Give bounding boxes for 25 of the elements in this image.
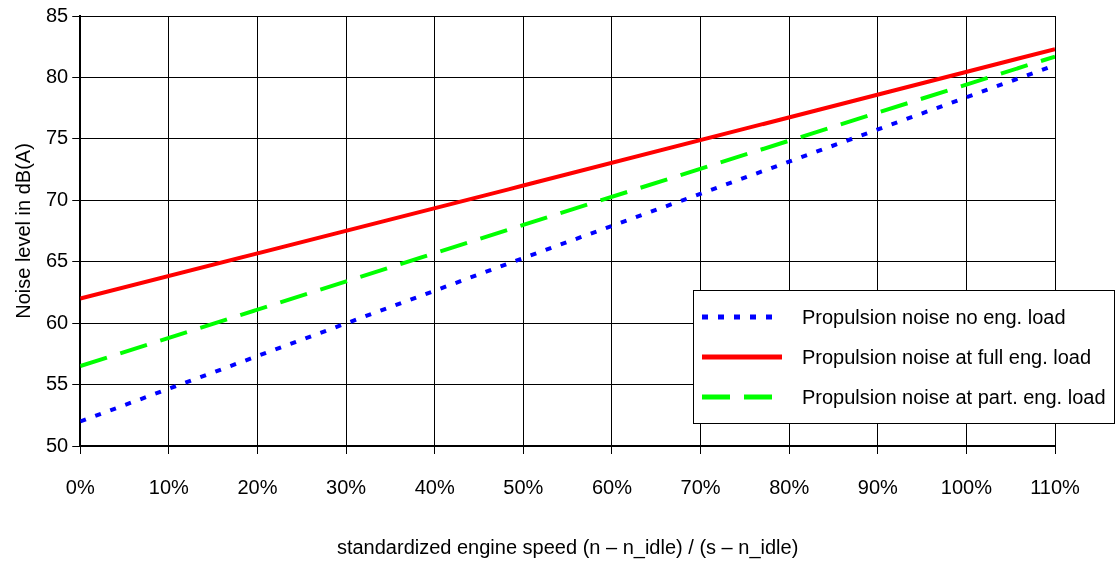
x-tick-label: 110% [1030, 475, 1081, 498]
x-tick-label: 50% [503, 475, 544, 498]
y-tick-label: 55 [46, 372, 69, 395]
y-tick-label: 50 [46, 433, 69, 456]
y-tick-label: 75 [46, 126, 69, 149]
x-tick-label: 40% [414, 475, 455, 498]
legend-label: Propulsion noise no eng. load [802, 305, 1066, 329]
x-tick-label: 0% [65, 475, 95, 498]
legend-label: Propulsion noise at part. eng. load [802, 385, 1106, 409]
x-tick-label: 90% [857, 475, 898, 498]
y-tick-label: 70 [46, 187, 69, 210]
x-tick-label: 30% [326, 475, 367, 498]
y-tick-label: 80 [46, 64, 69, 87]
x-tick-label: 80% [769, 475, 810, 498]
x-tick-label: 20% [237, 475, 278, 498]
y-axis-title: Noise level in dB(A) [11, 143, 34, 319]
legend-label: Propulsion noise at full eng. load [802, 345, 1092, 369]
y-tick-label: 85 [46, 3, 69, 26]
y-tick-label: 65 [46, 249, 69, 272]
x-tick-label: 70% [680, 475, 721, 498]
y-tick-label: 60 [46, 310, 69, 333]
x-tick-label: 100% [940, 475, 993, 498]
x-tick-label: 60% [591, 475, 633, 498]
x-axis-title: standardized engine speed (n – n_idle) / (s – n_idle) [336, 535, 799, 559]
x-tick-label: 10% [148, 475, 190, 498]
